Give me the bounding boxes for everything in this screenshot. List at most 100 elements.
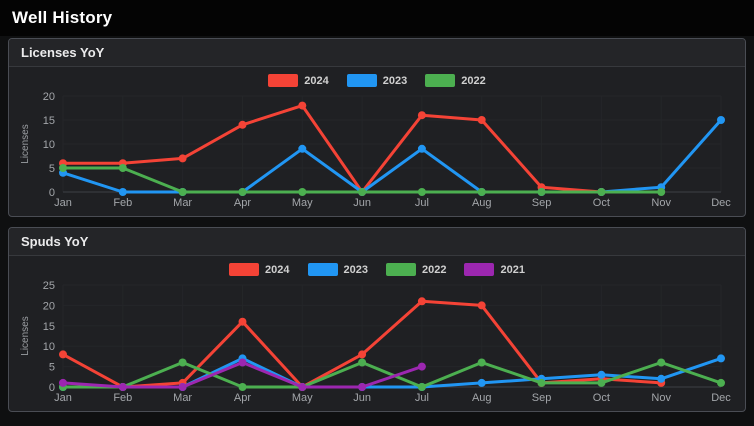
x-tick-label: Oct — [593, 392, 610, 404]
data-point-2023 — [417, 144, 426, 153]
data-point-2022 — [717, 378, 725, 387]
chart-legend: 2024 2023 2022 — [17, 74, 737, 87]
series-line-2022 — [61, 361, 723, 389]
data-point-2022 — [358, 188, 367, 196]
legend-label: 2022 — [461, 74, 486, 87]
legend-item-2023[interactable]: 2023 — [307, 263, 368, 276]
panel-title-licenses: Licenses YoY — [21, 45, 105, 60]
chart-legend: 2024 2023 2022 2021 — [17, 263, 737, 276]
x-tick-label: Sep — [532, 392, 552, 404]
legend-item-2023[interactable]: 2023 — [346, 74, 408, 87]
x-tick-label: Feb — [113, 392, 132, 404]
x-tick-label: Mar — [173, 197, 192, 209]
data-point-2022 — [597, 378, 606, 387]
data-point-2021 — [298, 383, 307, 391]
x-tick-label: Oct — [593, 197, 610, 209]
data-point-2024 — [417, 111, 426, 120]
panel-licenses-yoy: Licenses YoY 2024 2023 2022 Jan Feb Mar Apr Ma… — [8, 38, 746, 217]
data-point-2022 — [118, 164, 127, 172]
data-point-2024 — [358, 350, 367, 359]
data-point-2023 — [717, 116, 725, 124]
data-point-2023 — [298, 144, 307, 153]
licenses-yoy-chart[interactable]: Jan Feb Mar Apr May Jun Jul Aug Sep Oct Nov Dec 0 5 10… — [17, 88, 737, 212]
x-tick-label: Aug — [472, 197, 492, 209]
data-point-2022 — [477, 358, 486, 367]
data-point-2022 — [417, 383, 426, 391]
dashboard-content: Licenses YoY 2024 2023 2022 Jan Feb Mar Apr Ma… — [0, 36, 754, 412]
panel-spuds-yoy: Spuds YoY 2024 2023 2022 2021 Jan Feb Mar Apr M… — [8, 227, 746, 412]
data-point-2024 — [59, 350, 67, 359]
x-tick-label: Nov — [651, 197, 671, 209]
data-point-2023 — [657, 374, 666, 383]
legend-label: 2022 — [422, 263, 447, 276]
panel-body-licenses: 2024 2023 2022 Jan Feb Mar Apr May Jun Jul Aug Sep… — [9, 67, 745, 216]
data-point-2021 — [417, 362, 426, 371]
series-line-2023 — [61, 356, 723, 389]
y-tick-label: 15 — [43, 321, 55, 333]
y-tick-label: 20 — [43, 300, 55, 312]
data-point-2022 — [59, 164, 67, 172]
legend-item-2024[interactable]: 2024 — [268, 74, 329, 87]
y-tick-label: 5 — [49, 163, 55, 175]
data-point-2021 — [358, 383, 367, 391]
legend-swatch — [307, 263, 338, 276]
x-tick-label: Jan — [54, 197, 72, 209]
data-point-2022 — [358, 358, 367, 367]
x-tick-label: Jun — [353, 197, 371, 209]
legend-label: 2024 — [304, 74, 329, 87]
x-tick-label: Aug — [472, 392, 492, 404]
legend-swatch — [229, 263, 260, 276]
x-tick-label: Feb — [113, 197, 132, 209]
data-point-2021 — [238, 358, 247, 367]
legend-swatch — [346, 74, 377, 87]
data-point-2022 — [597, 188, 606, 196]
legend-item-2022[interactable]: 2022 — [386, 263, 446, 276]
legend-item-2021[interactable]: 2021 — [464, 263, 525, 276]
legend-swatch — [425, 74, 456, 87]
x-tick-label: May — [292, 392, 313, 404]
x-tick-label: Apr — [234, 197, 251, 209]
data-point-2022 — [477, 188, 486, 196]
data-point-2022 — [537, 188, 546, 196]
data-point-2021 — [178, 383, 187, 391]
data-point-2022 — [537, 378, 546, 387]
data-point-2023 — [118, 188, 127, 196]
x-tick-label: Jul — [415, 392, 429, 404]
legend-swatch — [464, 263, 495, 276]
x-tick-label: Sep — [532, 197, 552, 209]
data-point-2022 — [238, 188, 247, 196]
y-tick-label: 25 — [43, 280, 55, 292]
legend-label: 2024 — [265, 263, 290, 276]
data-point-2021 — [118, 383, 127, 391]
data-point-2022 — [657, 358, 666, 367]
y-tick-label: 0 — [49, 187, 55, 199]
x-tick-label: Mar — [173, 392, 192, 404]
data-point-2024 — [417, 297, 426, 306]
y-tick-label: 10 — [43, 139, 55, 151]
legend-swatch — [268, 74, 299, 87]
y-tick-label: 15 — [43, 115, 55, 127]
data-point-2024 — [477, 301, 486, 310]
legend-label: 2021 — [500, 263, 525, 276]
legend-label: 2023 — [382, 74, 408, 87]
data-point-2024 — [238, 120, 247, 129]
y-tick-label: 10 — [43, 341, 55, 353]
data-point-2023 — [477, 378, 486, 387]
legend-item-2024[interactable]: 2024 — [229, 263, 290, 276]
page-title: Well History — [12, 8, 113, 27]
x-tick-label: Dec — [711, 197, 731, 209]
data-point-2022 — [178, 188, 187, 196]
y-tick-label: 0 — [49, 382, 55, 394]
legend-label: 2023 — [343, 263, 368, 276]
panel-header-licenses[interactable]: Licenses YoY — [9, 39, 745, 67]
top-header-bar: Well History — [0, 0, 754, 36]
x-tick-label: Jan — [54, 392, 72, 404]
data-point-2022 — [178, 358, 187, 367]
panel-header-spuds[interactable]: Spuds YoY — [9, 228, 745, 256]
x-tick-label: Nov — [651, 392, 671, 404]
legend-item-2022[interactable]: 2022 — [425, 74, 486, 87]
spuds-yoy-chart[interactable]: Jan Feb Mar Apr May Jun Jul Aug Sep Oct Nov Dec 0 5 10… — [17, 277, 737, 407]
data-point-2024 — [477, 116, 486, 124]
x-tick-label: Apr — [234, 392, 251, 404]
panel-body-spuds: 2024 2023 2022 2021 Jan Feb Mar Apr May Jun Jul Au… — [9, 256, 745, 411]
